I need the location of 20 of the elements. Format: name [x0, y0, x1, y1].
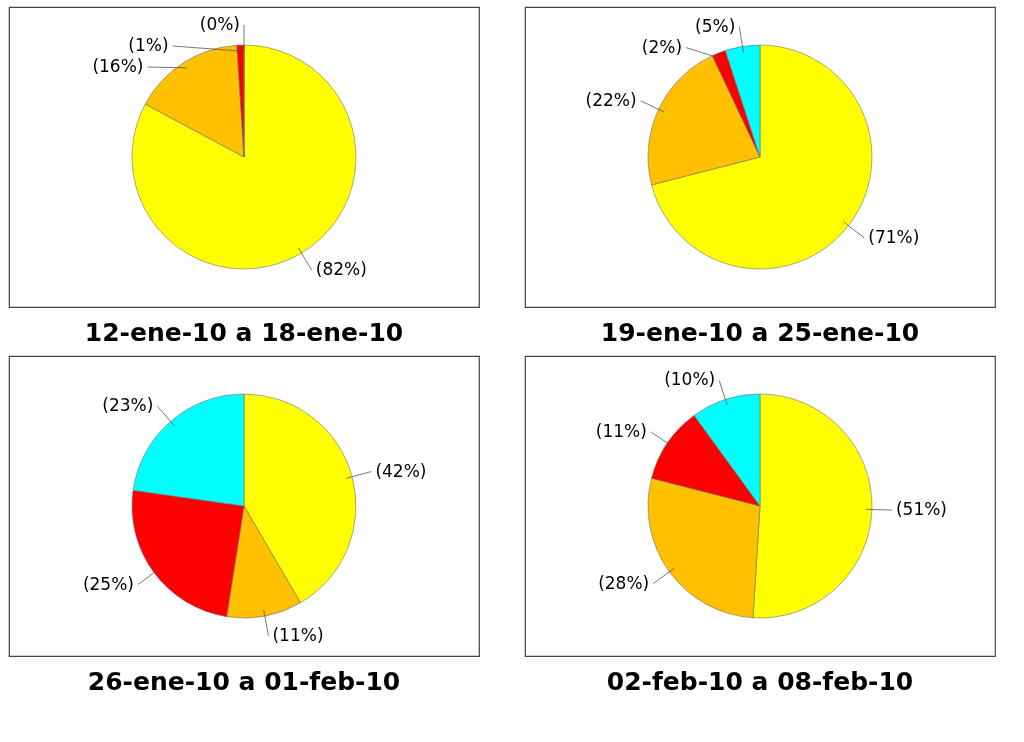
data-label: (11%)	[595, 420, 647, 441]
data-label: (71%)	[868, 226, 920, 247]
data-label: (42%)	[375, 460, 427, 481]
text: 19-ene-10 a 25-ene-10	[600, 318, 920, 347]
data-label: (16%)	[92, 56, 144, 76]
text: 02-feb-10 a 08-feb-10	[606, 667, 914, 696]
data-label: (82%)	[315, 259, 367, 280]
data-label: (28%)	[598, 572, 650, 593]
data-label: (2%)	[641, 36, 683, 57]
data-label: (51%)	[895, 499, 947, 520]
data-label: (22%)	[585, 89, 637, 110]
data-label: (25%)	[82, 573, 134, 594]
text: 26-ene-10 a 01-feb-10	[87, 667, 401, 696]
data-label: (10%)	[664, 369, 716, 390]
text: 12-ene-10 a 18-ene-10	[84, 318, 404, 347]
data-label: (5%)	[695, 15, 736, 36]
text: (0%)	[199, 14, 240, 34]
data-label: (11%)	[272, 624, 324, 645]
data-label: (23%)	[102, 395, 154, 416]
data-label: (1%)	[128, 35, 169, 55]
